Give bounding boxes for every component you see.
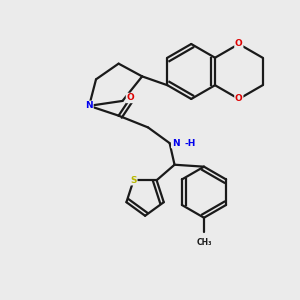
Text: -H: -H	[185, 139, 196, 148]
Text: O: O	[127, 94, 134, 103]
Text: CH₃: CH₃	[196, 238, 212, 247]
Text: O: O	[235, 94, 243, 103]
Text: N: N	[172, 139, 179, 148]
Text: S: S	[130, 176, 137, 185]
Text: N: N	[85, 101, 93, 110]
Text: O: O	[235, 40, 243, 49]
